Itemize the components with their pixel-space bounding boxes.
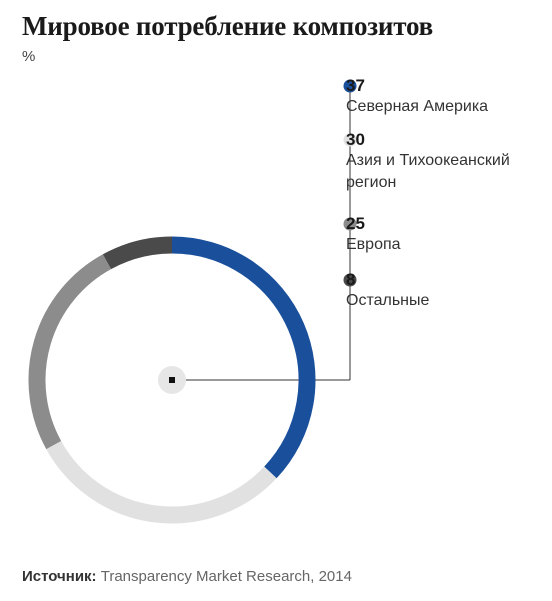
- legend-marker-other: [343, 273, 357, 287]
- legend-item-asia-pacific: 30 Азия и Тихоокеанский регион: [346, 130, 546, 194]
- center-dot: [169, 377, 175, 383]
- legend-item-europe: 25 Европа: [346, 214, 401, 256]
- source-text: Transparency Market Research, 2014: [96, 568, 352, 585]
- donut-slices: [28, 236, 316, 524]
- chart-title: Мировое потребление композитов: [22, 11, 433, 41]
- legend-item-north-america: 37 Северная Америка: [346, 76, 488, 118]
- donut-slice-europe: [28, 254, 112, 450]
- donut-slice-asia-pacific: [46, 440, 277, 524]
- legend-marker-north-america: [343, 79, 357, 93]
- donut-slice-other: [102, 236, 173, 270]
- unit-label: %: [22, 48, 36, 65]
- legend-label: Остальные: [346, 292, 430, 309]
- legend-marker-asia-pacific: [343, 133, 357, 147]
- donut-slice-north-america: [171, 236, 316, 479]
- legend-marker-europe: [343, 217, 357, 231]
- legend-value: 25: [346, 214, 365, 233]
- legend-label: Азия и Тихоокеанский регион: [346, 152, 510, 191]
- legend-markers: [343, 79, 357, 287]
- legend-label: Европа: [346, 236, 401, 253]
- legend-value: 37: [346, 76, 365, 95]
- legend-value: 30: [346, 130, 365, 149]
- source-label: Источник:: [22, 568, 97, 585]
- legend-item-other: 8 Остальные: [346, 270, 429, 312]
- legend-value: 8: [346, 270, 356, 289]
- source-note: Источник: Transparency Market Research, …: [22, 568, 352, 585]
- legend-label: Северная Америка: [346, 98, 489, 115]
